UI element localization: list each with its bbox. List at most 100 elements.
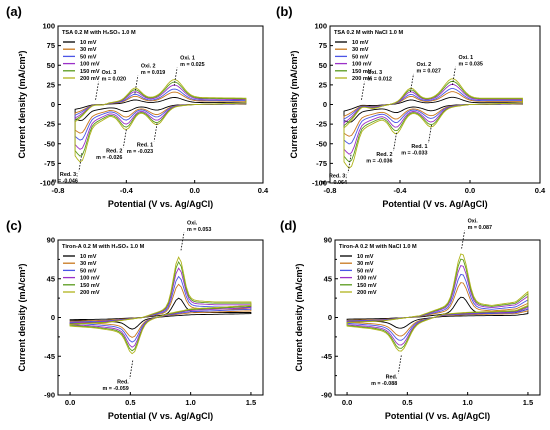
y-tick-label: 100 bbox=[314, 22, 327, 31]
y-tick-label: -100 bbox=[40, 179, 55, 188]
y-tick-label: 0 bbox=[323, 100, 327, 109]
peak-annotation: Oxi. 3m = 0.012 bbox=[361, 70, 392, 100]
y-tick-label: 100 bbox=[42, 22, 55, 31]
peak-label: Oxi. bbox=[187, 220, 198, 226]
x-tick-label: -0.8 bbox=[52, 186, 65, 195]
panel-b: (b) -0.8 -0.4 0.0 0.4 -100 -75 -50 -25 0 25 50 75 100… bbox=[276, 4, 546, 209]
legend-label: 150 mV bbox=[357, 283, 377, 289]
peak-label: Oxi. 1 bbox=[180, 56, 195, 62]
legend-label: 50 mV bbox=[357, 268, 374, 274]
peak-annotation: Red.m = -0.059 bbox=[103, 360, 134, 392]
peak-slope: m = 0.027 bbox=[417, 68, 441, 74]
y-tick-label: 90 bbox=[324, 236, 332, 245]
curves bbox=[343, 78, 523, 169]
y-tick-label: 45 bbox=[47, 274, 55, 283]
x-tick-label: 1.0 bbox=[462, 398, 472, 407]
y-tick-label: -25 bbox=[316, 120, 327, 129]
y-tick-label: 90 bbox=[47, 236, 55, 245]
legend-label: 150 mV bbox=[352, 69, 372, 75]
peak-guide-line bbox=[428, 124, 432, 143]
y-tick-label: -75 bbox=[44, 159, 55, 168]
legend-label: 10 mV bbox=[80, 254, 97, 260]
y-tick-label: -100 bbox=[312, 179, 327, 188]
peak-slope: m = 0.053 bbox=[187, 227, 211, 233]
series-line-200-mv bbox=[346, 253, 529, 352]
peak-label: Oxi. 2 bbox=[141, 64, 156, 70]
peak-annotation: Red. 1m = -0.033 bbox=[401, 124, 432, 156]
curves bbox=[74, 79, 247, 163]
peak-label: Red. 3; bbox=[60, 172, 78, 178]
x-axis-title: Potential (V vs. Ag/AgCl) bbox=[385, 411, 490, 421]
legend-label: 150 mV bbox=[80, 283, 100, 289]
peak-label: Oxi. 1 bbox=[459, 55, 474, 61]
peak-annotation: Oxi. 1m = 0.035 bbox=[452, 55, 483, 85]
x-axis-title: Potential (V vs. Ag/AgCl) bbox=[382, 199, 487, 209]
peak-label: Red. 2 bbox=[376, 152, 392, 158]
y-tick-label: 0 bbox=[51, 100, 55, 109]
chart-title: Tiron-A 0.2 M with H₂SO₄ 1.0 M bbox=[62, 244, 145, 250]
curves bbox=[346, 253, 529, 352]
peak-label: Oxi. 3 bbox=[102, 70, 117, 76]
peak-annotation: Oxi. 2m = 0.019 bbox=[134, 64, 165, 94]
y-axis-title: Current density (mA/cm²) bbox=[17, 50, 27, 158]
chart-title: TSA 0.2 M with NaCl 1.0 M bbox=[334, 30, 403, 36]
peak-guide-line bbox=[361, 81, 365, 100]
x-tick-label: 0.0 bbox=[65, 398, 75, 407]
y-tick-label: -45 bbox=[321, 352, 332, 361]
y-tick-label: 45 bbox=[324, 274, 332, 283]
legend-label: 50 mV bbox=[80, 268, 97, 274]
peak-guide-line bbox=[173, 67, 178, 86]
y-tick-label: -90 bbox=[321, 391, 332, 400]
peak-guide-line bbox=[129, 360, 134, 379]
peak-guide-line bbox=[410, 73, 414, 93]
peak-guide-line bbox=[134, 75, 139, 94]
x-tick-label: -0.8 bbox=[324, 186, 337, 195]
peak-guide-line bbox=[78, 153, 83, 172]
peak-annotation: Red. 2m = -0.036 bbox=[366, 132, 397, 164]
x-tick-label: 1.5 bbox=[246, 398, 256, 407]
legend-label: 50 mV bbox=[352, 54, 369, 60]
peak-guide-line bbox=[452, 66, 456, 85]
peak-annotation: Red. 3;m = -0.064 bbox=[321, 154, 352, 186]
peak-annotation: Oxi.m = 0.053 bbox=[180, 220, 211, 251]
legend-label: 200 mV bbox=[80, 290, 100, 296]
legend-label: 30 mV bbox=[357, 261, 374, 267]
y-tick-label: 50 bbox=[47, 61, 55, 70]
peak-slope: m = 0.012 bbox=[368, 76, 392, 82]
peak-guide-line bbox=[153, 123, 158, 142]
peak-guide-line bbox=[397, 355, 402, 374]
peak-slope: m = 0.020 bbox=[102, 76, 126, 82]
peak-slope: m = -0.064 bbox=[321, 180, 347, 186]
x-axis-title: Potential (V vs. Ag/AgCl) bbox=[108, 199, 213, 209]
legend-label: 10 mV bbox=[80, 40, 97, 46]
y-tick-label: 75 bbox=[319, 41, 327, 50]
panel-d: (d) 0.0 0.5 1.0 1.5 -90 -45 0 45 90 Potential (V v… bbox=[280, 218, 541, 421]
legend-label: 100 mV bbox=[80, 62, 100, 68]
peak-annotation: Oxi.m = 0.087 bbox=[461, 219, 492, 249]
peak-annotation: Red. 2m = -0.026 bbox=[96, 129, 127, 161]
peak-guide-line bbox=[95, 81, 99, 100]
chart-title: Tiron-A 0.2 M with NaCl 1.0 M bbox=[339, 244, 417, 250]
peak-label: Red. 2 bbox=[106, 149, 122, 155]
x-tick-label: 1.0 bbox=[185, 398, 195, 407]
peak-annotation: Red. 3;m = -0.046 bbox=[52, 153, 83, 185]
y-tick-label: 75 bbox=[47, 41, 55, 50]
peak-annotation: Oxi. 2m = 0.027 bbox=[410, 62, 441, 93]
panel-letter: (c) bbox=[6, 218, 22, 233]
peak-slope: m = -0.036 bbox=[366, 158, 392, 164]
peak-guide-line bbox=[122, 129, 127, 148]
x-tick-label: 0.4 bbox=[258, 186, 269, 195]
x-tick-label: 1.5 bbox=[523, 398, 533, 407]
y-axis-title: Current density (mA/cm²) bbox=[17, 263, 27, 371]
x-axis-title: Potential (V vs. Ag/AgCl) bbox=[108, 411, 213, 421]
peak-slope: m = -0.059 bbox=[103, 386, 129, 392]
panel-letter: (d) bbox=[280, 218, 297, 233]
legend-label: 100 mV bbox=[357, 276, 377, 282]
peak-slope: m = 0.025 bbox=[180, 62, 204, 68]
peak-label: Oxi. 3 bbox=[368, 70, 383, 76]
